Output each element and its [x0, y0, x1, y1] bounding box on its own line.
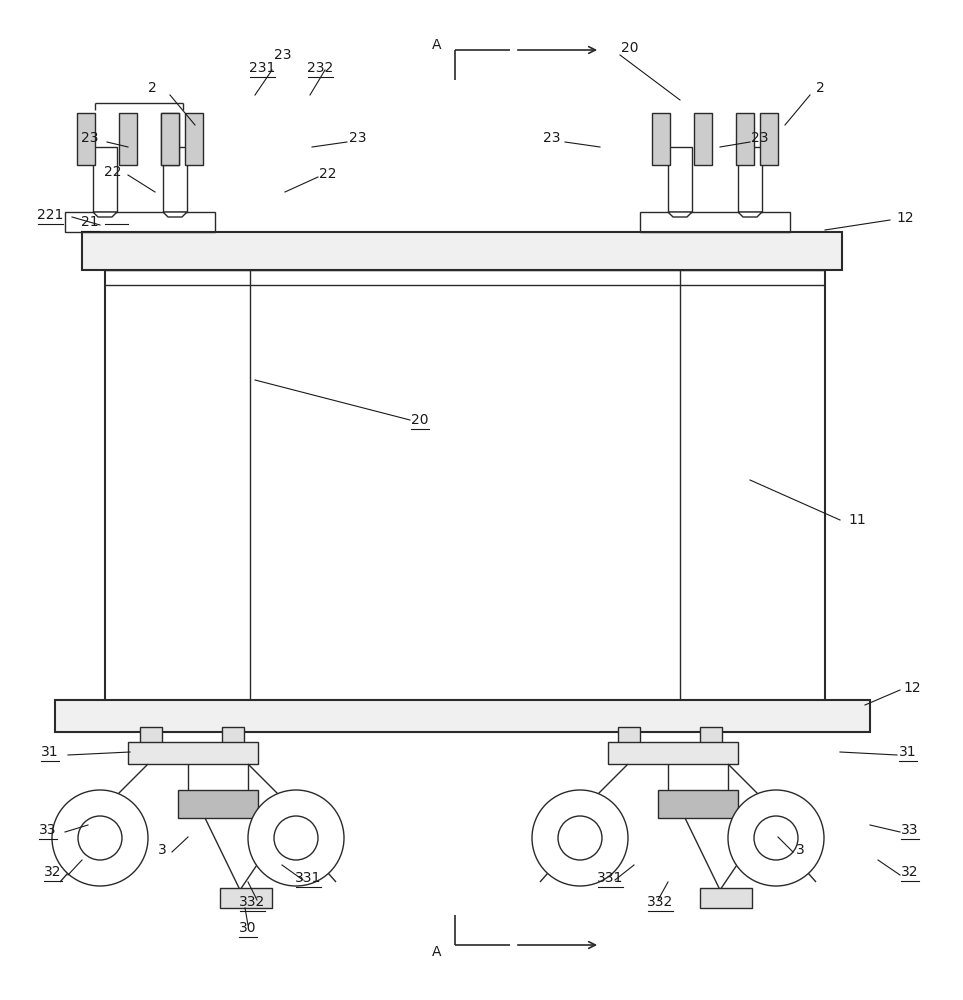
Circle shape [558, 816, 602, 860]
Bar [640, 212, 790, 232]
Bar [668, 147, 692, 212]
Bar [119, 113, 137, 165]
Bar [736, 113, 754, 165]
Bar [760, 113, 778, 165]
Bar [700, 888, 752, 908]
Text: 2: 2 [816, 81, 824, 95]
Text: 221: 221 [37, 208, 64, 222]
Text: 332: 332 [647, 895, 673, 909]
Bar [105, 270, 825, 705]
Text: 20: 20 [621, 41, 638, 55]
Text: 3: 3 [795, 843, 804, 857]
Text: 33: 33 [39, 823, 57, 837]
Text: 23: 23 [274, 48, 292, 62]
Bar [161, 113, 179, 165]
Circle shape [78, 816, 122, 860]
Text: 31: 31 [899, 745, 917, 759]
Bar [185, 113, 203, 165]
Bar [694, 113, 712, 165]
Circle shape [52, 790, 148, 886]
Bar [128, 742, 258, 764]
Bar [738, 147, 762, 212]
Text: 23: 23 [81, 131, 99, 145]
Text: 232: 232 [307, 61, 333, 75]
Circle shape [728, 790, 824, 886]
Bar [77, 113, 95, 165]
Bar [65, 212, 215, 232]
Text: 32: 32 [901, 865, 919, 879]
Polygon shape [93, 212, 117, 217]
Bar [222, 727, 244, 745]
Text: 23: 23 [751, 131, 768, 145]
Text: A: A [432, 38, 442, 52]
Text: 30: 30 [239, 921, 257, 935]
Polygon shape [163, 212, 187, 217]
Bar [82, 232, 842, 270]
Bar [161, 113, 179, 165]
Text: 2: 2 [147, 81, 156, 95]
Text: 12: 12 [897, 211, 914, 225]
Circle shape [754, 816, 798, 860]
Text: 332: 332 [239, 895, 265, 909]
Polygon shape [738, 212, 762, 217]
Bar [93, 147, 117, 212]
Text: 33: 33 [901, 823, 919, 837]
Text: 3: 3 [158, 843, 167, 857]
Bar [220, 888, 272, 908]
Circle shape [274, 816, 318, 860]
Text: 22: 22 [320, 167, 337, 181]
Text: 22: 22 [104, 165, 121, 179]
Bar [700, 727, 722, 745]
Text: 32: 32 [44, 865, 62, 879]
Bar [163, 147, 187, 212]
Bar [618, 727, 640, 745]
Polygon shape [668, 212, 692, 217]
Bar [652, 113, 670, 165]
Text: 11: 11 [848, 513, 866, 527]
Text: 331: 331 [597, 871, 623, 885]
Circle shape [532, 790, 628, 886]
Text: 12: 12 [903, 681, 921, 695]
Text: 231: 231 [248, 61, 275, 75]
Bar [178, 790, 258, 818]
Text: 331: 331 [295, 871, 322, 885]
Bar [140, 727, 162, 745]
Bar [55, 700, 870, 732]
Text: 20: 20 [411, 413, 429, 427]
Bar [608, 742, 738, 764]
Text: 21: 21 [81, 215, 99, 229]
Text: 23: 23 [543, 131, 560, 145]
Text: 31: 31 [41, 745, 59, 759]
Text: A: A [432, 945, 442, 959]
Bar [658, 790, 738, 818]
Circle shape [248, 790, 344, 886]
Text: 23: 23 [350, 131, 367, 145]
